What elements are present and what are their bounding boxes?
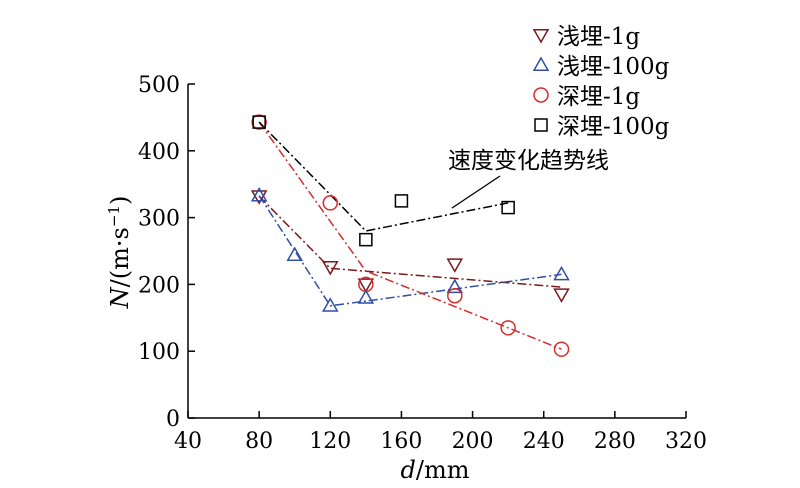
data-point-series-3 bbox=[322, 195, 339, 211]
legend-marker-series-4 bbox=[534, 118, 548, 132]
data-point-series-2 bbox=[553, 265, 570, 281]
legend: 浅埋-1g 浅埋-100g 深埋-1g 深埋-100g bbox=[532, 24, 670, 140]
legend-label-series-4: 深埋-100g bbox=[557, 114, 670, 140]
x-tick-label: 280 bbox=[594, 429, 636, 454]
data-point-series-3 bbox=[358, 276, 374, 293]
x-tick-label: 200 bbox=[452, 429, 494, 454]
data-point-series-3 bbox=[251, 114, 267, 130]
trend-line-series-4 bbox=[258, 121, 509, 232]
x-tick-label: 40 bbox=[174, 429, 202, 454]
data-point-series-3 bbox=[553, 341, 570, 357]
data-point-series-2 bbox=[357, 289, 375, 304]
data-points bbox=[250, 114, 570, 357]
axes: 40 80 120 160 200 240 280 320 0 100 200 300 400 500 bbox=[138, 73, 707, 454]
legend-label-series-1: 浅埋-1g bbox=[557, 24, 640, 50]
legend-marker-series-1 bbox=[532, 29, 550, 44]
data-point-series-1 bbox=[446, 258, 464, 273]
data-point-series-4 bbox=[252, 115, 266, 129]
data-point-series-4 bbox=[501, 200, 515, 215]
y-axis-label: N/(m·s−1) bbox=[105, 196, 134, 310]
data-point-series-1 bbox=[321, 261, 339, 276]
x-tick-label: 80 bbox=[245, 429, 273, 454]
trend-lines bbox=[258, 121, 562, 350]
y-tick-label: 0 bbox=[166, 407, 180, 432]
data-point-series-2 bbox=[321, 297, 339, 312]
x-axis-label: d/mm bbox=[401, 456, 470, 484]
trend-annotation-arrow bbox=[451, 175, 501, 209]
legend-marker-series-2 bbox=[532, 56, 550, 71]
trend-annotation-label: 速度变化趋势线 bbox=[448, 148, 609, 174]
y-tick-label: 200 bbox=[138, 273, 180, 298]
trend-line-series-3 bbox=[258, 121, 562, 350]
data-point-series-1 bbox=[357, 278, 375, 293]
data-point-series-1 bbox=[250, 190, 268, 205]
legend-label-series-2: 浅埋-100g bbox=[557, 54, 670, 80]
trend-line-series-2 bbox=[258, 195, 562, 307]
data-point-series-2 bbox=[286, 246, 304, 262]
data-point-series-1 bbox=[553, 288, 570, 303]
y-tick-label: 100 bbox=[138, 340, 180, 365]
data-point-series-4 bbox=[394, 194, 409, 208]
data-point-series-2 bbox=[250, 187, 268, 202]
data-point-series-2 bbox=[446, 278, 464, 294]
trend-line-series-1 bbox=[258, 195, 562, 288]
legend-label-series-3: 深埋-1g bbox=[557, 84, 640, 110]
data-point-series-4 bbox=[359, 232, 373, 247]
x-tick-label: 120 bbox=[309, 429, 351, 454]
x-tick-label: 160 bbox=[380, 429, 422, 454]
y-tick-label: 400 bbox=[138, 140, 180, 165]
legend-marker-series-3 bbox=[533, 87, 549, 103]
data-point-series-3 bbox=[500, 320, 516, 336]
y-tick-label: 300 bbox=[138, 207, 180, 232]
x-tick-label: 240 bbox=[523, 429, 565, 454]
y-tick-label: 500 bbox=[138, 73, 180, 98]
x-tick-label: 320 bbox=[665, 429, 707, 454]
data-point-series-3 bbox=[447, 288, 463, 304]
